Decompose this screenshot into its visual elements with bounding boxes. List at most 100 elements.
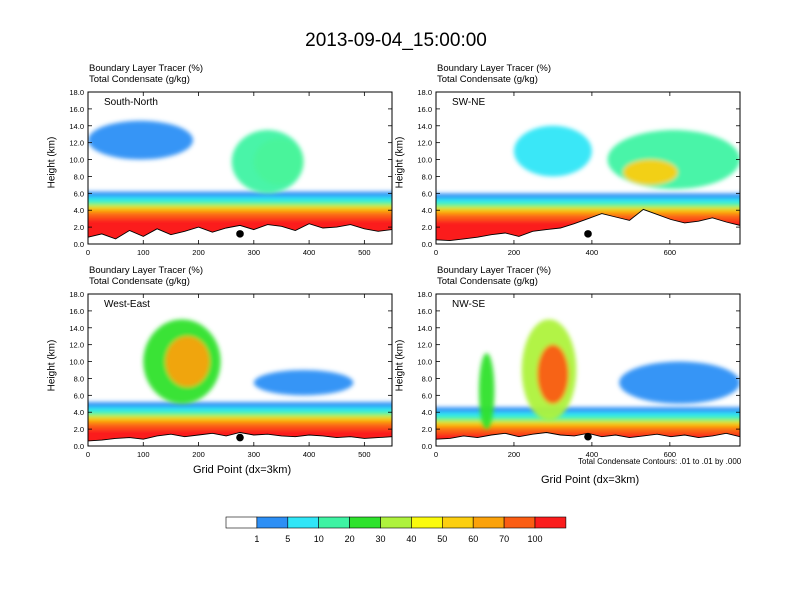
figure-title: 2013-09-04_15:00:00 [305,30,487,51]
x-tick-label: 0 [434,248,438,257]
panel-title-line1: Boundary Layer Tracer (%) [437,63,552,74]
y-tick-label: 16.0 [69,307,84,316]
colorbar-label: 40 [406,534,416,544]
colorbar-swatch-0 [225,516,258,529]
panel-title-line2: Total Condensate (g/kg) [89,276,190,287]
terrain [436,209,740,244]
x-axis-label-nw-se: Grid Point (dx=3km) [541,474,640,486]
y-tick-label: 18.0 [69,290,84,299]
location-marker [236,433,244,442]
upper-clouds [513,125,740,190]
panel-label: West-East [104,299,150,310]
cloud-0 [478,353,495,430]
colorbar-swatch-5 [380,516,412,529]
tracer-field [436,294,740,446]
x-tick-label: 400 [586,450,599,459]
panel-title-line1: Boundary Layer Tracer (%) [437,265,552,276]
y-tick-label: 4.0 [422,408,432,417]
y-tick-label: 12.0 [69,139,84,148]
x-tick-label: 0 [434,450,438,459]
y-tick-label: 18.0 [417,88,432,97]
colorbar-label: 60 [468,534,478,544]
colorbar-label: 1 [254,534,259,544]
x-tick-label: 600 [664,248,677,257]
y-tick-label: 14.0 [417,122,432,131]
colorbar-swatch-6 [411,516,443,529]
x-axis-label-west-east: Grid Point (dx=3km) [193,464,292,476]
y-tick-label: 6.0 [422,189,432,198]
terrain-outline [88,223,392,240]
y-tick-label: 14.0 [417,324,432,333]
colorbar-swatch-3 [318,516,350,529]
location-marker [584,432,592,441]
y-tick-label: 4.0 [74,408,84,417]
panel-title-south-north: Boundary Layer Tracer (%) Total Condensa… [89,63,203,85]
x-tick-label: 200 [508,450,521,459]
y-tick-label: 0.0 [422,442,432,451]
location-marker [236,230,244,238]
y-tick-label: 0.0 [74,240,84,249]
y-tick-label: 12.0 [417,139,432,148]
y-tick-label: 8.0 [74,172,84,181]
panel-title-line2: Total Condensate (g/kg) [89,74,190,85]
colorbar-label: 5 [285,534,290,544]
upper-clouds [478,319,740,430]
cloud-3 [619,361,740,404]
location-marker [584,230,592,238]
cloud-2 [537,344,569,404]
colorbar-swatch-4 [349,516,381,529]
tracer-field [88,294,392,446]
x-tick-label: 400 [303,248,316,257]
panel-title-line1: Boundary Layer Tracer (%) [89,63,204,74]
x-tick-label: 300 [248,450,261,459]
panel-1: South-North 0.0 2.0 4.0 6.0 8.0 10.0 12.0 14.0 16… [69,88,393,257]
panel-3: West-East 0.0 2.0 4.0 6.0 8.0 10.0 12.0 14.0 16.0… [69,290,393,459]
colorbar-label: 30 [375,534,385,544]
x-tick-label: 500 [358,248,371,257]
y-tick-label: 10.0 [417,358,432,367]
x-tick-label: 400 [586,248,599,257]
panel-title-line2: Total Condensate (g/kg) [437,74,538,85]
x-tick-label: 100 [137,450,150,459]
plot-frame [435,91,741,245]
x-tick-label: 0 [86,450,90,459]
y-tick-label: 6.0 [74,391,84,400]
y-tick-label: 12.0 [417,341,432,350]
colorbar-label: 50 [437,534,447,544]
y-tick-label: 6.0 [74,189,84,198]
cloud-0 [513,125,592,177]
upper-clouds [88,120,304,194]
panel-title-line1: Boundary Layer Tracer (%) [89,265,204,276]
y-tick-label: 6.0 [422,391,432,400]
x-tick-label: 200 [192,450,205,459]
panel-4: NW-SE 0.0 2.0 4.0 6.0 8.0 10.0 12.0 14.0 16.0 18.0… [417,290,741,459]
x-tick-label: 600 [664,450,677,459]
x-tick-label: 400 [303,450,316,459]
plot-frame [87,91,393,245]
cloud-1 [607,130,740,190]
panel-title-west-east: Boundary Layer Tracer (%) Total Condensa… [89,265,203,287]
colorbar-label: 10 [314,534,324,544]
y-tick-label: 2.0 [74,223,84,232]
colorbar: 1 5 10 20 30 40 50 60 70 100 [225,516,567,544]
cloud-0 [88,120,194,160]
colorbar-swatch-9 [503,516,536,529]
panel-2: SW-NE 0.0 2.0 4.0 6.0 8.0 10.0 12.0 14.0 16.0 18.0… [417,88,741,257]
colorbar-label: 70 [499,534,509,544]
x-tick-label: 200 [508,248,521,257]
y-tick-label: 18.0 [417,290,432,299]
colorbar-label: 20 [345,534,355,544]
y-tick-label: 4.0 [74,206,84,215]
y-tick-label: 14.0 [69,324,84,333]
plot-frame [435,293,741,447]
y-tick-label: 10.0 [69,156,84,165]
y-tick-label: 8.0 [422,374,432,383]
x-tick-label: 300 [248,248,261,257]
y-tick-label: 18.0 [69,88,84,97]
y-tick-label: 2.0 [422,223,432,232]
panel-title-nw-se: Boundary Layer Tracer (%) Total Condensa… [437,265,551,287]
contour-note: Total Condensate Contours: .01 to .01 by… [578,457,742,466]
y-tick-label: 2.0 [422,425,432,434]
upper-clouds [143,319,354,404]
